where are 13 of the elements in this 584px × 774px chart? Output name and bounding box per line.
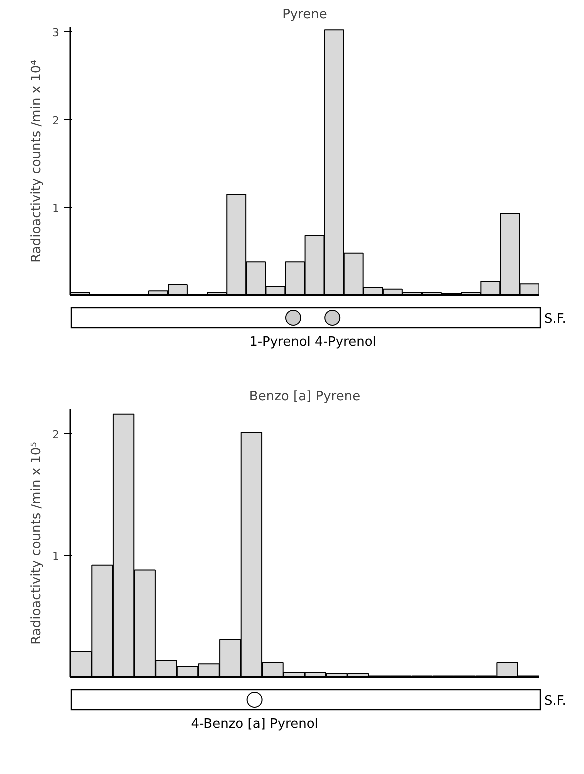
y-tick-label: 2 bbox=[52, 114, 60, 128]
text: S.F. bbox=[544, 694, 566, 709]
y-axis-title: Radioactivity counts /min x 10⁴ bbox=[30, 60, 44, 263]
text: 1-Pyrenol 4-Pyrenol bbox=[250, 335, 376, 350]
chart-title: Benzo [a] Pyrene bbox=[249, 390, 361, 404]
text: S.F. bbox=[544, 312, 566, 327]
y-axis-title: Radioactivity counts /min x 10⁵ bbox=[30, 442, 44, 645]
text: 4-Benzo [a] Pyrenol bbox=[191, 717, 318, 732]
chart-title: Pyrene bbox=[282, 8, 328, 22]
y-tick-label: 1 bbox=[52, 202, 60, 216]
y-tick-label: 2 bbox=[52, 428, 60, 442]
y-tick-label: 1 bbox=[52, 550, 60, 564]
y-tick-label: 3 bbox=[52, 26, 60, 40]
